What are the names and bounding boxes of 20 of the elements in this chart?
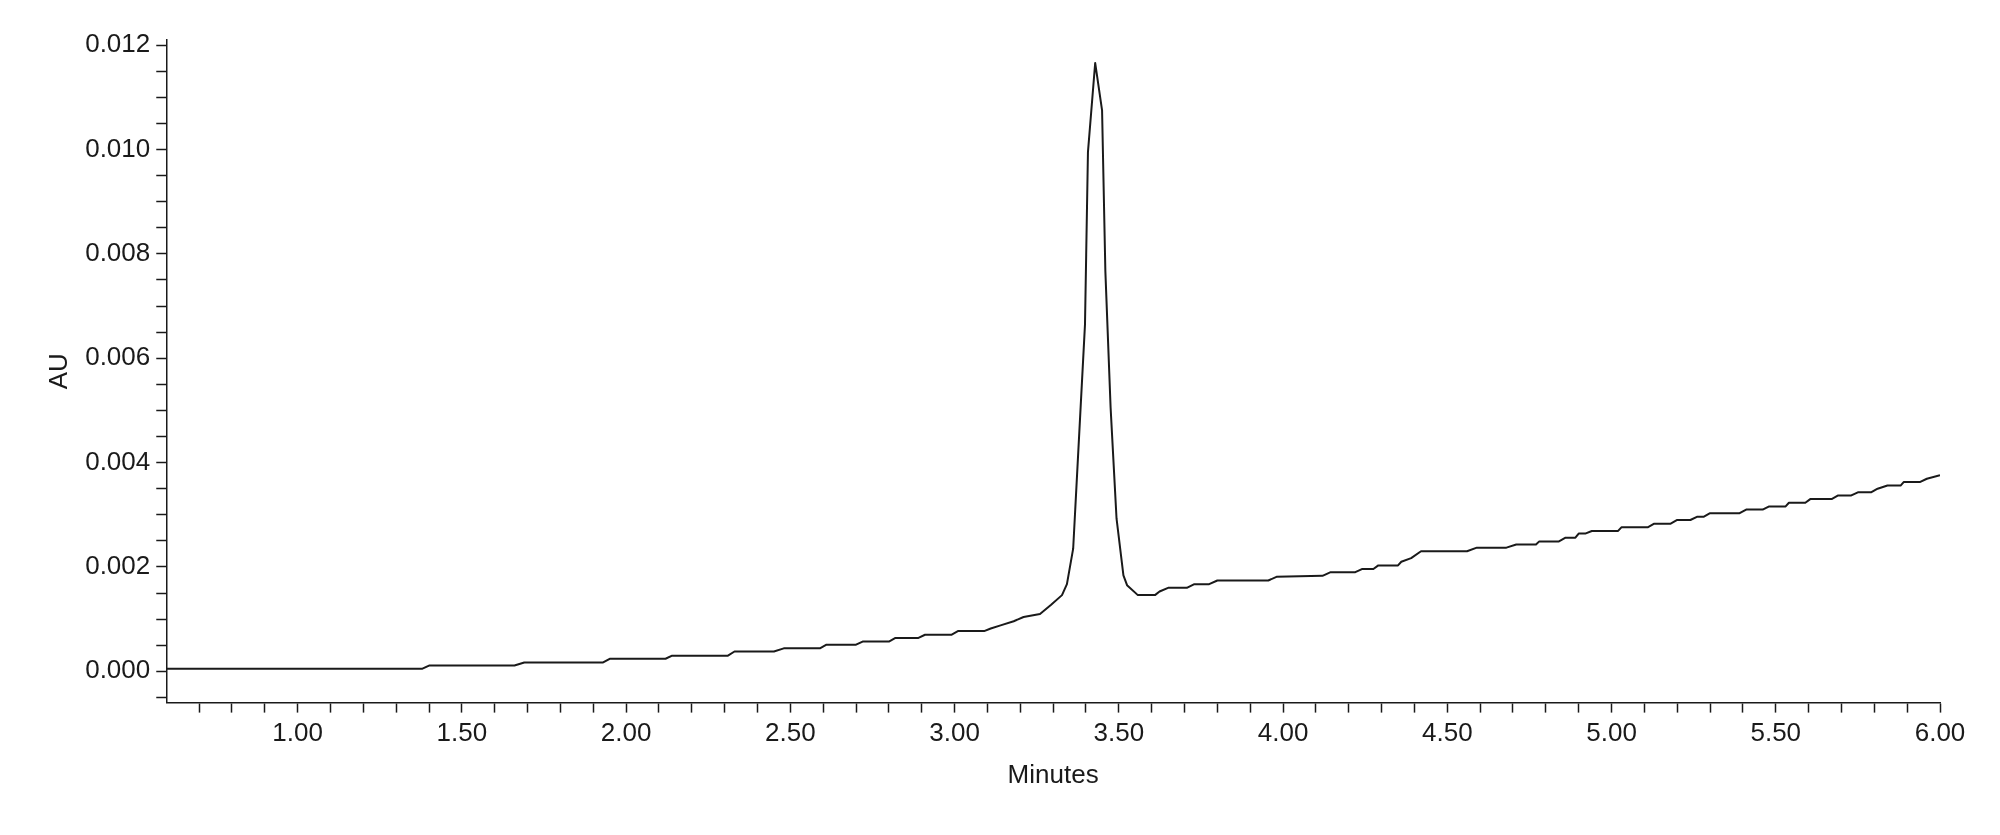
y-tick-label: 0.008 — [85, 237, 151, 268]
y-tick-label: 0.002 — [85, 550, 151, 581]
y-tick-label: 0.006 — [85, 341, 151, 372]
x-tick-label: 2.00 — [600, 717, 652, 748]
x-tick-label: 1.00 — [272, 717, 323, 748]
x-tick-label: 3.00 — [929, 717, 980, 748]
x-axis-title: Minutes — [1007, 758, 1099, 789]
y-tick-label: 0.000 — [85, 654, 151, 685]
x-tick-label: 3.50 — [1093, 717, 1145, 748]
x-tick-label: 5.00 — [1586, 717, 1637, 748]
y-axis-title: AU — [42, 353, 73, 390]
x-tick-label: 1.50 — [436, 717, 488, 748]
x-tick-label: 2.50 — [765, 717, 816, 748]
x-tick-label: 4.00 — [1257, 717, 1309, 748]
x-tick-label: 6.00 — [1914, 717, 1966, 748]
y-tick-label: 0.004 — [85, 445, 151, 476]
x-tick-label: 4.50 — [1421, 717, 1473, 748]
x-tick-label: 5.50 — [1750, 717, 1802, 748]
y-tick-label: 0.010 — [85, 132, 151, 163]
y-tick-label: 0.012 — [85, 28, 151, 59]
